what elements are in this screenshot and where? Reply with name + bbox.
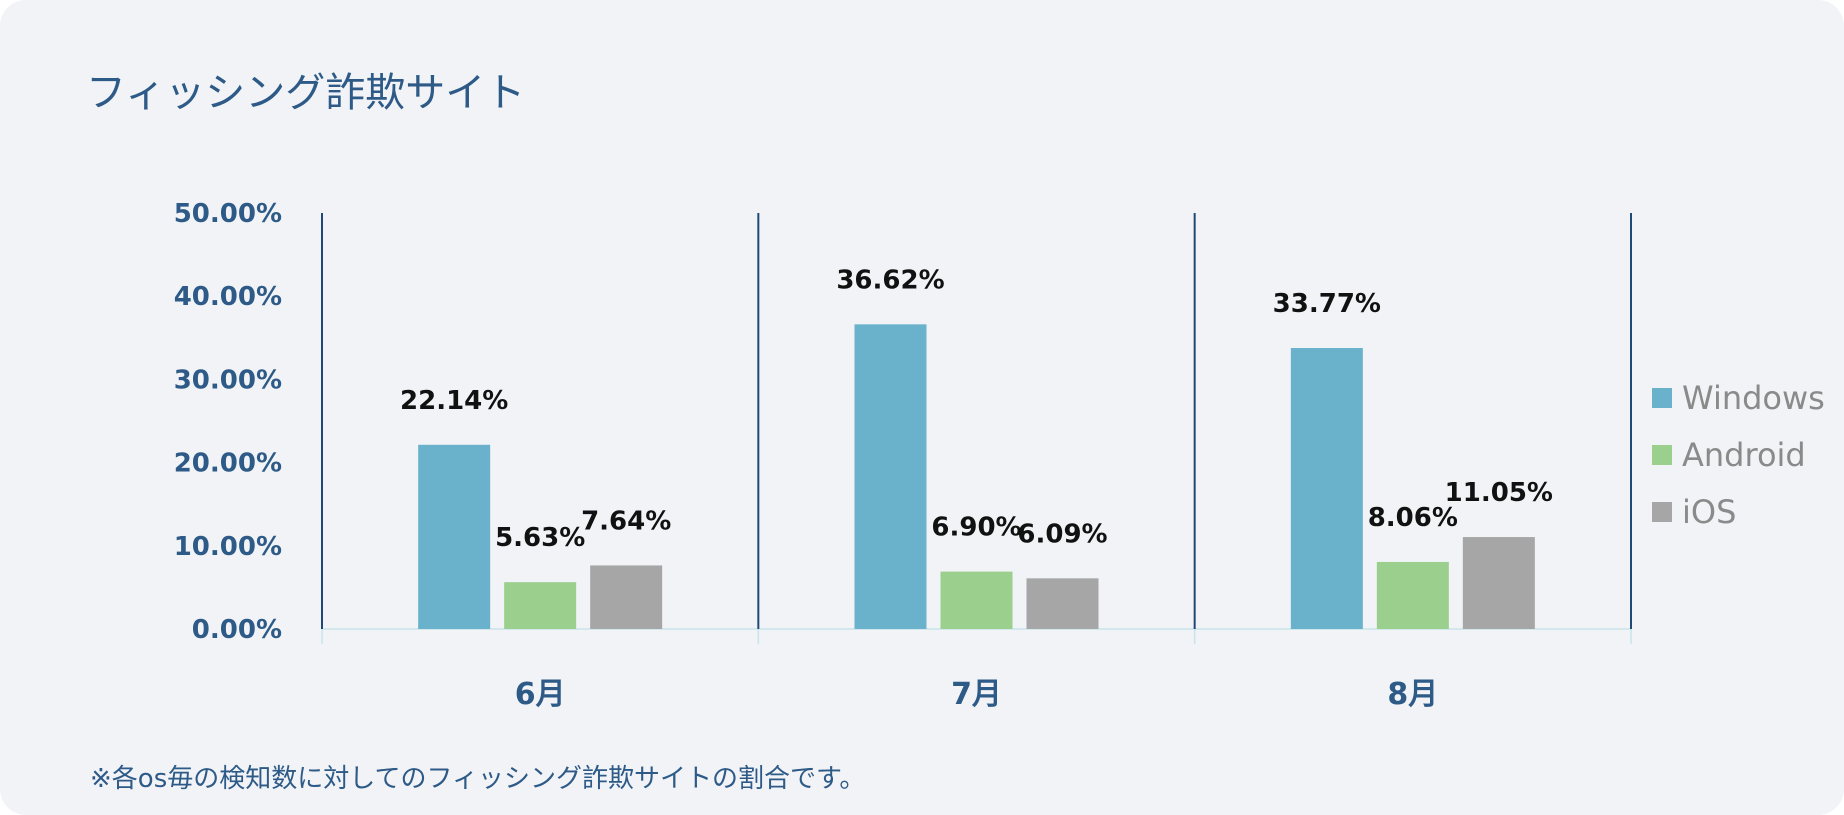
bar-ios-1 (1026, 578, 1099, 629)
data-label-windows-2: 33.77% (1273, 289, 1381, 319)
footnote: ※各os毎の検知数に対してのフィッシング詐欺サイトの割合です。 (90, 764, 866, 794)
y-tick-label-2: 20.00% (174, 449, 282, 479)
chart-bars (418, 324, 1535, 629)
data-label-android-1: 6.90% (931, 513, 1021, 543)
y-tick-label-1: 10.00% (174, 532, 282, 562)
bar-windows-0 (418, 444, 491, 629)
data-label-windows-0: 22.14% (400, 386, 508, 416)
data-label-android-2: 8.06% (1368, 503, 1458, 533)
bar-android-2 (1376, 561, 1449, 629)
y-tick-label-3: 30.00% (174, 365, 282, 395)
legend-swatch-android (1652, 445, 1672, 465)
chart-axes: 0.00% 10.00% 20.00% 30.00% 40.00% 50.00% 6月 7月 8… (174, 199, 1632, 712)
data-labels: 22.14% 5.63%7.64% 36.62% 6.90%6.09% 33.77% 8.… (400, 265, 1553, 553)
bar-ios-0 (590, 565, 663, 629)
bar-windows-1 (854, 324, 927, 629)
bar-windows-2 (1290, 348, 1363, 629)
legend-label-windows: Windows (1682, 379, 1825, 417)
bar-android-1 (940, 571, 1013, 629)
legend-swatch-windows (1652, 388, 1672, 408)
y-tick-label-0: 0.00% (192, 615, 282, 645)
x-tick-label-2: 8月 (1387, 677, 1438, 712)
bar-ios-2 (1462, 537, 1535, 629)
x-tick-label-1: 7月 (951, 677, 1002, 712)
chart-legend: Windows Android iOS (1652, 379, 1825, 531)
data-label-ios-1: 6.09% (1017, 519, 1107, 549)
legend-swatch-ios (1652, 502, 1672, 522)
y-tick-label-4: 40.00% (174, 282, 282, 312)
data-label-ios-2: 11.05% (1445, 478, 1553, 508)
legend-label-android: Android (1682, 436, 1806, 474)
bar-android-0 (504, 582, 577, 629)
legend-label-ios: iOS (1682, 493, 1736, 531)
chart-title: フィッシング詐欺サイト (86, 70, 526, 116)
y-tick-label-5: 50.00% (174, 199, 282, 229)
x-tick-label-0: 6月 (515, 677, 566, 712)
data-label-ios-0: 7.64% (581, 506, 671, 536)
data-label-windows-1: 36.62% (836, 265, 944, 295)
data-label-android-0: 5.63% (495, 523, 585, 553)
